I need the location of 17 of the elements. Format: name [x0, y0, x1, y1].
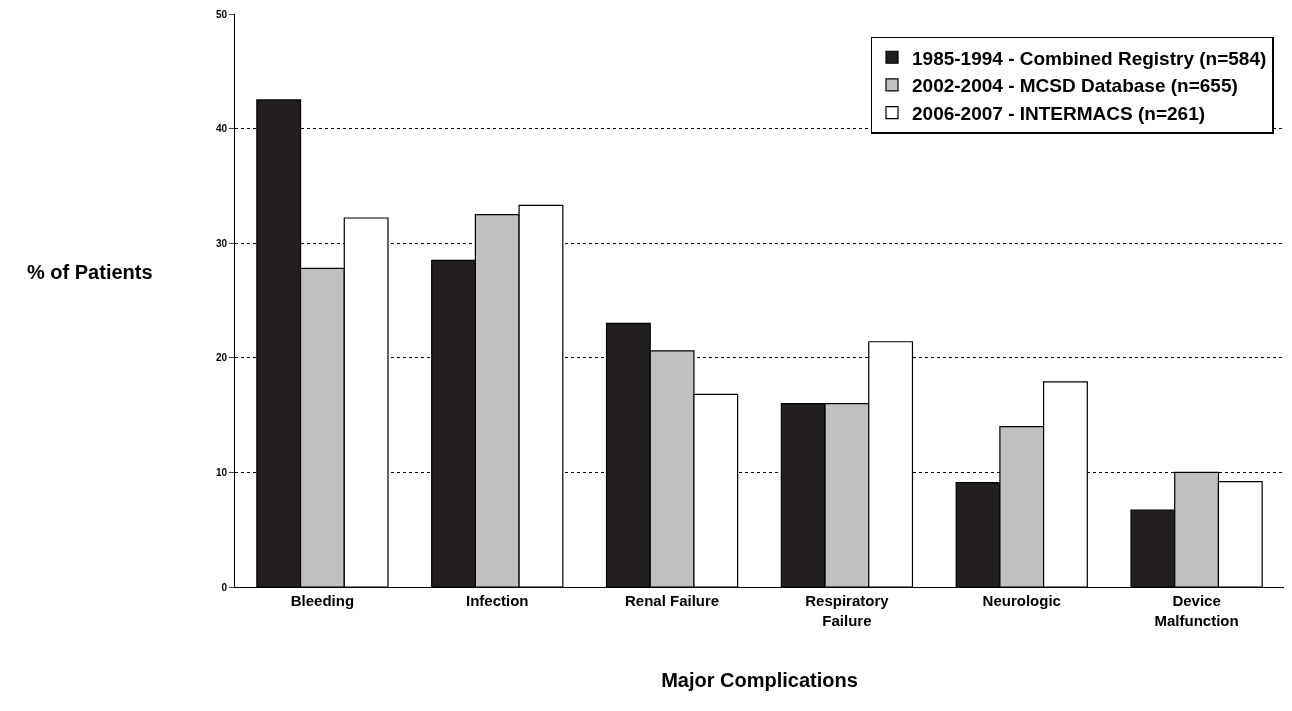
y-tick-label: 30 [215, 237, 228, 249]
x-tick-label: Device Malfunction [1154, 592, 1239, 629]
x-tick-label: Infection [466, 592, 529, 609]
y-tick-label: 0 [221, 581, 228, 593]
legend-label: 2002-2004 - MCSD Database (n=655) [912, 75, 1238, 97]
x-axis-title: Major Complications [661, 669, 858, 691]
y-tick-label: 10 [215, 466, 228, 478]
y-axis-title: % of Patients [27, 261, 153, 283]
legend-label: 2006-2007 - INTERMACS (n=261) [912, 103, 1206, 125]
y-tick-label: 50 [215, 8, 228, 20]
x-tick-label: Respiratory Failure [805, 592, 890, 629]
x-tick-label: Renal Failure [624, 592, 720, 609]
x-tick-label: Bleeding [290, 592, 355, 609]
legend-label: 1985-1994 - Combined Registry (n=584) [912, 47, 1267, 69]
y-tick-label: 20 [215, 352, 228, 364]
x-tick-label: Neurologic [982, 592, 1061, 609]
y-tick-label: 40 [215, 123, 228, 135]
